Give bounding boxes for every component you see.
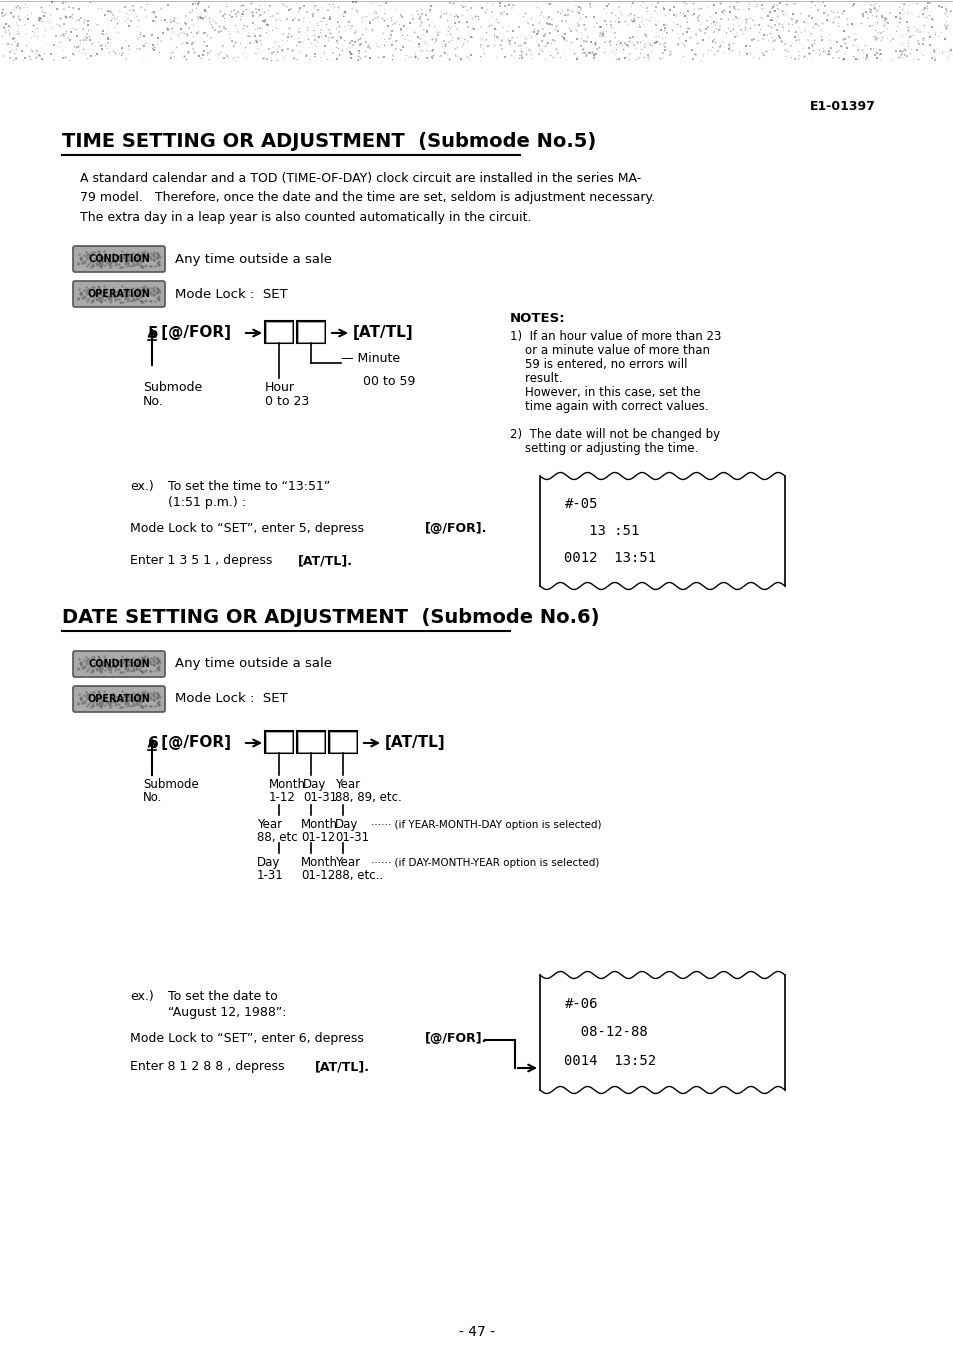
Text: result.: result. (510, 372, 562, 385)
Text: — Minute: — Minute (340, 353, 399, 366)
Text: 01-12: 01-12 (301, 869, 335, 882)
Text: Mode Lock to “SET”, enter 6, depress: Mode Lock to “SET”, enter 6, depress (130, 1032, 368, 1046)
Text: However, in this case, set the: However, in this case, set the (510, 386, 700, 399)
Text: [AT/TL].: [AT/TL]. (314, 1061, 370, 1073)
FancyBboxPatch shape (73, 281, 165, 307)
Text: Day: Day (335, 817, 358, 831)
Text: setting or adjusting the time.: setting or adjusting the time. (510, 442, 698, 455)
Text: 0012  13:51: 0012 13:51 (564, 551, 656, 566)
Text: Hour: Hour (265, 381, 294, 394)
Text: To set the date to: To set the date to (168, 990, 277, 1002)
Text: Any time outside a sale: Any time outside a sale (174, 253, 332, 266)
Text: Any time outside a sale: Any time outside a sale (174, 658, 332, 670)
Bar (265, 731, 293, 753)
Text: #-06: #-06 (564, 997, 598, 1011)
Text: 01-12: 01-12 (301, 831, 335, 844)
Text: Enter 1 3 5 1 , depress: Enter 1 3 5 1 , depress (130, 554, 276, 567)
Text: “August 12, 1988”:: “August 12, 1988”: (168, 1006, 286, 1019)
Text: 6: 6 (148, 735, 158, 751)
Text: 59 is entered, no errors will: 59 is entered, no errors will (510, 358, 687, 372)
Text: 5: 5 (148, 326, 158, 340)
Text: No.: No. (143, 394, 164, 408)
Bar (266, 322, 292, 342)
Text: A standard calendar and a TOD (TIME-OF-DAY) clock circuit are installed in the s: A standard calendar and a TOD (TIME-OF-D… (80, 172, 655, 224)
Text: [@/FOR].: [@/FOR]. (424, 1032, 487, 1046)
Text: Submode: Submode (143, 778, 198, 790)
Text: OPERATION: OPERATION (88, 694, 151, 704)
Text: [@/FOR]: [@/FOR] (156, 326, 231, 340)
Text: (1:51 p.m.) :: (1:51 p.m.) : (168, 496, 246, 509)
Text: To set the time to “13:51”: To set the time to “13:51” (168, 480, 330, 493)
FancyBboxPatch shape (73, 686, 165, 712)
FancyBboxPatch shape (73, 246, 165, 272)
Bar (297, 322, 324, 342)
Text: ex.): ex.) (130, 480, 153, 493)
Bar (330, 732, 355, 753)
Text: Day: Day (303, 778, 326, 790)
Text: 13 :51: 13 :51 (564, 524, 639, 538)
Text: No.: No. (143, 790, 162, 804)
Bar (296, 322, 325, 343)
Text: - 47 -: - 47 - (458, 1325, 495, 1339)
Text: Mode Lock :  SET: Mode Lock : SET (174, 693, 287, 705)
Text: OPERATION: OPERATION (88, 289, 151, 299)
Text: ······ (if DAY-MONTH-YEAR option is selected): ······ (if DAY-MONTH-YEAR option is sele… (371, 858, 598, 867)
Text: Month: Month (301, 817, 337, 831)
Bar (329, 731, 356, 753)
Text: [@/FOR]: [@/FOR] (156, 735, 231, 751)
FancyBboxPatch shape (73, 651, 165, 677)
Text: 1)  If an hour value of more than 23: 1) If an hour value of more than 23 (510, 330, 720, 343)
Bar (266, 732, 292, 753)
Bar (296, 731, 325, 753)
Text: ······ (if YEAR-MONTH-DAY option is selected): ······ (if YEAR-MONTH-DAY option is sele… (371, 820, 601, 830)
Text: Enter 8 1 2 8 8 , depress: Enter 8 1 2 8 8 , depress (130, 1061, 288, 1073)
Text: Month: Month (269, 778, 306, 790)
Text: [AT/TL]: [AT/TL] (353, 326, 414, 340)
Text: NOTES:: NOTES: (510, 312, 565, 326)
Text: CONDITION: CONDITION (88, 254, 150, 263)
Text: Day: Day (256, 857, 280, 869)
Text: 01-31: 01-31 (335, 831, 369, 844)
Text: #-05: #-05 (564, 497, 598, 511)
Bar (297, 732, 324, 753)
Text: 88, 89, etc.: 88, 89, etc. (335, 790, 401, 804)
Text: [@/FOR].: [@/FOR]. (424, 521, 487, 535)
Text: ex.): ex.) (130, 990, 153, 1002)
Text: [AT/TL]: [AT/TL] (385, 735, 445, 751)
Text: 0014  13:52: 0014 13:52 (564, 1054, 656, 1069)
Text: CONDITION: CONDITION (88, 659, 150, 669)
Text: Year: Year (256, 817, 282, 831)
Text: Year: Year (335, 778, 359, 790)
Text: DATE SETTING OR ADJUSTMENT  (Submode No.6): DATE SETTING OR ADJUSTMENT (Submode No.6… (62, 608, 598, 627)
Text: TIME SETTING OR ADJUSTMENT  (Submode No.5): TIME SETTING OR ADJUSTMENT (Submode No.5… (62, 132, 596, 151)
Text: 0 to 23: 0 to 23 (265, 394, 309, 408)
Bar (265, 322, 293, 343)
Text: 01-31: 01-31 (303, 790, 336, 804)
Text: [AT/TL].: [AT/TL]. (297, 554, 353, 567)
Text: Year: Year (335, 857, 359, 869)
Text: 88, etc: 88, etc (256, 831, 297, 844)
Text: 88, etc..: 88, etc.. (335, 869, 383, 882)
Text: or a minute value of more than: or a minute value of more than (510, 345, 709, 357)
Text: time again with correct values.: time again with correct values. (510, 400, 708, 413)
Text: E1-01397: E1-01397 (809, 100, 875, 113)
Text: Mode Lock to “SET”, enter 5, depress: Mode Lock to “SET”, enter 5, depress (130, 521, 368, 535)
Text: Month: Month (301, 857, 337, 869)
Text: 00 to 59: 00 to 59 (363, 376, 415, 388)
Text: 2)  The date will not be changed by: 2) The date will not be changed by (510, 428, 720, 440)
Text: 1-12: 1-12 (269, 790, 295, 804)
Text: 1-31: 1-31 (256, 869, 283, 882)
Text: 08-12-88: 08-12-88 (564, 1025, 648, 1039)
Text: Mode Lock :  SET: Mode Lock : SET (174, 288, 287, 300)
Text: Submode: Submode (143, 381, 202, 394)
